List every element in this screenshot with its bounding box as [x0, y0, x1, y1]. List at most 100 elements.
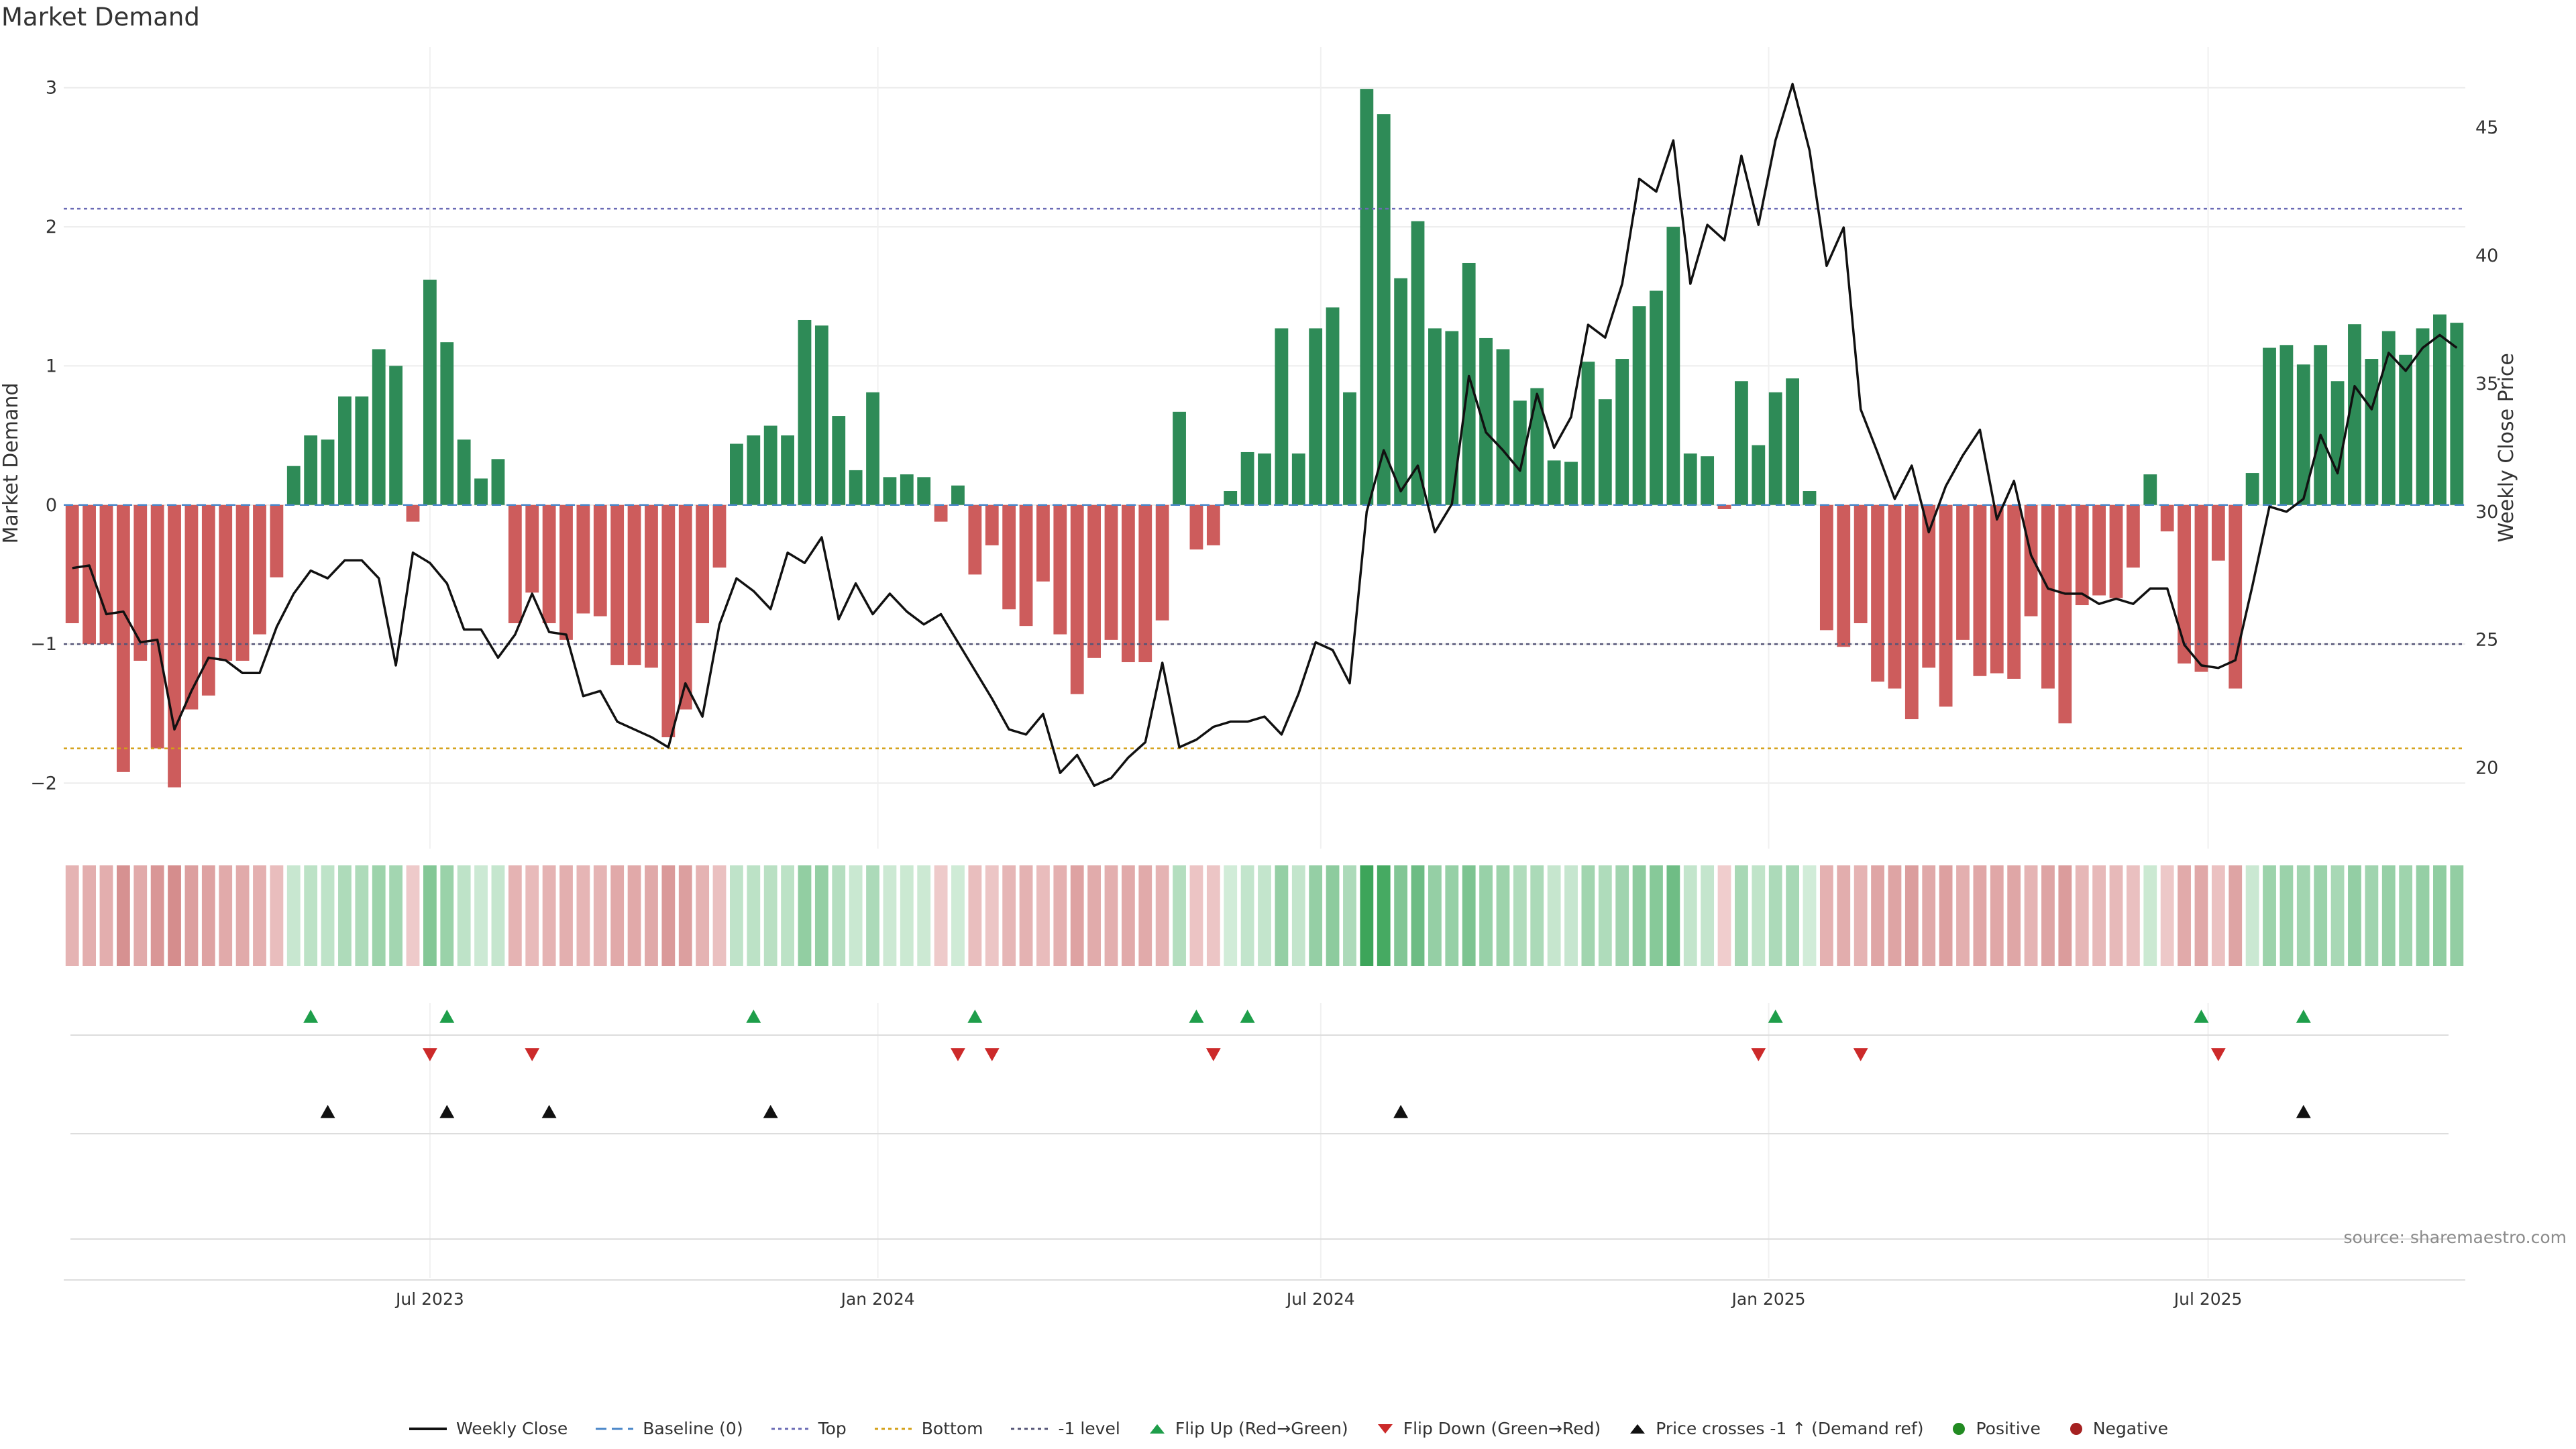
demand-strip-cell — [1666, 865, 1680, 966]
demand-bar-positive — [814, 325, 828, 505]
demand-strip-cell — [645, 865, 658, 966]
demand-bar-positive — [832, 416, 846, 505]
demand-bar-negative — [610, 504, 625, 665]
y2-tick-label: 25 — [2475, 630, 2498, 651]
demand-bar-positive — [1650, 290, 1663, 505]
demand-bar-negative — [2126, 504, 2140, 568]
demand-strip-cell — [201, 865, 215, 966]
y2-axis-title: Weekly Close Price — [2495, 353, 2518, 542]
demand-bar-positive — [2330, 381, 2345, 505]
demand-strip-cell — [900, 865, 914, 966]
demand-bar-negative — [1019, 504, 1033, 627]
demand-strip-cell — [1104, 865, 1118, 966]
demand-strip-cell — [1428, 865, 1442, 966]
legend-top: Top — [771, 1419, 847, 1438]
demand-bar-negative — [116, 504, 130, 772]
demand-bar-positive — [355, 396, 369, 505]
demand-bar-positive — [2381, 331, 2396, 505]
flip-up-marker — [1189, 1010, 1204, 1023]
demand-bar-positive — [1701, 456, 1715, 505]
demand-strip-cell — [1462, 865, 1476, 966]
flip-up-marker — [303, 1010, 319, 1023]
demand-bar-negative — [2058, 504, 2072, 724]
flip-down-marker — [1853, 1048, 1868, 1061]
demand-strip-cell — [1258, 865, 1271, 966]
demand-strip-cell — [1411, 865, 1425, 966]
demand-bar-negative — [1206, 504, 1220, 545]
demand-bar-positive — [1343, 392, 1356, 505]
demand-strip-cell — [610, 865, 625, 966]
demand-strip-cell — [2296, 865, 2310, 966]
demand-bar-positive — [1326, 307, 1340, 505]
x-tick-label: Jan 2024 — [840, 1289, 915, 1309]
demand-bar-negative — [1036, 504, 1050, 582]
demand-bar-negative — [1189, 504, 1203, 550]
price-cross-marker — [541, 1105, 557, 1118]
demand-strip-cell — [1326, 865, 1340, 966]
x-tick-label: Jul 2023 — [394, 1289, 464, 1309]
demand-strip-cell — [2229, 865, 2243, 966]
demand-strip-cell — [2211, 865, 2225, 966]
demand-strip-cell — [423, 865, 437, 966]
demand-strip-cell — [1019, 865, 1033, 966]
demand-strip-cell — [1803, 865, 1817, 966]
demand-bar-positive — [1377, 114, 1391, 505]
demand-strip-cell — [2330, 865, 2345, 966]
flip-up-marker — [439, 1010, 455, 1023]
demand-strip-cell — [542, 865, 556, 966]
demand-strip-cell — [2041, 865, 2055, 966]
demand-bar-negative — [1854, 504, 1868, 623]
reference-lines — [64, 207, 2465, 749]
demand-strip-cell — [2126, 865, 2140, 966]
demand-bar-negative — [1888, 504, 1902, 689]
demand-bar-positive — [1291, 453, 1305, 505]
demand-bar-positive — [1258, 453, 1271, 505]
demand-strip-cell — [491, 865, 505, 966]
demand-bar-positive — [2314, 345, 2328, 505]
demand-strip-cell — [798, 865, 812, 966]
demand-strip-cell — [133, 865, 148, 966]
demand-bar-negative — [1973, 504, 1987, 676]
demand-strip-cell — [730, 865, 743, 966]
demand-bar-positive — [1768, 392, 1782, 505]
demand-strip-cell — [1786, 865, 1799, 966]
demand-bar-positive — [1309, 328, 1323, 505]
demand-bar-positive — [866, 392, 879, 505]
demand-bar-positive — [2450, 323, 2464, 505]
source-note: source: sharemaestro.com — [2343, 1228, 2567, 1247]
x-axis: Jul 2023 Jan 2024 Jul 2024 Jan 2025 Jul 2025 — [64, 1279, 2465, 1309]
demand-bar-negative — [1070, 504, 1084, 694]
demand-bar-negative — [253, 504, 266, 635]
legend-positive: Positive — [1950, 1419, 2041, 1438]
demand-strip-cell — [508, 865, 522, 966]
demand-heat-strip — [65, 865, 2464, 966]
demand-strip-cell — [1819, 865, 1833, 966]
demand-strip-cell — [2450, 865, 2464, 966]
demand-strip-cell — [1904, 865, 1919, 966]
demand-bar-negative — [1904, 504, 1919, 720]
demand-bar-negative — [235, 504, 250, 661]
demand-strip-cell — [814, 865, 828, 966]
demand-bar-positive — [2433, 314, 2447, 505]
demand-strip-cell — [2279, 865, 2294, 966]
demand-bar-positive — [1598, 399, 1612, 505]
demand-strip-cell — [1206, 865, 1220, 966]
demand-strip-cell — [321, 865, 335, 966]
y-axis-title: Market Demand — [0, 383, 23, 544]
demand-bar-negative — [201, 504, 215, 696]
demand-strip-cell — [168, 865, 181, 966]
demand-strip-cell — [2075, 865, 2089, 966]
demand-bar-negative — [1087, 504, 1102, 658]
demand-strip-cell — [2381, 865, 2396, 966]
demand-bar-negative — [593, 504, 607, 616]
demand-bar-positive — [1564, 462, 1578, 505]
demand-strip-cell — [1070, 865, 1084, 966]
demand-strip-cell — [1155, 865, 1169, 966]
demand-bar-negative — [1104, 504, 1118, 640]
legend-flip-down: Flip Down (Green→Red) — [1375, 1419, 1601, 1438]
demand-bar-positive — [2296, 364, 2310, 505]
demand-bar-negative — [1990, 504, 2004, 674]
demand-strip-cell — [1547, 865, 1561, 966]
flip-up-marker — [1768, 1010, 1783, 1023]
demand-bar-negative — [83, 504, 96, 645]
